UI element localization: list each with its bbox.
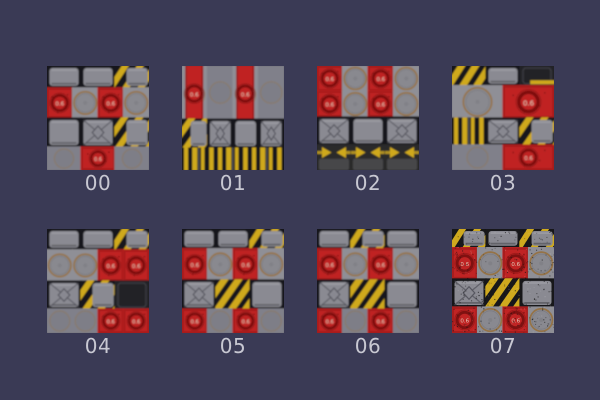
tile-figure-07: 0.6 0.6 0.6 0.6 07 — [452, 229, 554, 358]
tile-label: 02 — [354, 171, 382, 195]
tile-image-04: 0.6 0.6 0.6 0.6 — [47, 229, 149, 333]
svg-text:0.6: 0.6 — [132, 320, 140, 326]
svg-text:0.6: 0.6 — [376, 263, 385, 269]
tile-label: 04 — [84, 334, 112, 358]
svg-text:0.6: 0.6 — [511, 319, 520, 325]
svg-text:0.6: 0.6 — [524, 156, 533, 162]
tile-image-01: 0.6 0.6 — [182, 66, 284, 170]
svg-text:0.6: 0.6 — [511, 262, 520, 268]
tile-label: 01 — [219, 171, 247, 195]
svg-text:0.6: 0.6 — [326, 320, 334, 326]
svg-text:0.6: 0.6 — [107, 320, 115, 326]
svg-text:0.6: 0.6 — [55, 102, 64, 108]
svg-text:0.6: 0.6 — [460, 262, 469, 268]
tile-label: 00 — [84, 171, 112, 195]
tile-label: 03 — [489, 171, 517, 195]
tile-image-06: 0.6 0.6 0.6 0.6 — [317, 229, 419, 333]
svg-text:0.6: 0.6 — [241, 92, 250, 98]
svg-text:0.6: 0.6 — [460, 319, 469, 325]
svg-text:0.6: 0.6 — [191, 320, 199, 326]
tile-image-00: 0.6 0.6 0.6 — [47, 66, 149, 170]
svg-text:0.6: 0.6 — [377, 320, 385, 326]
svg-text:0.6: 0.6 — [132, 264, 141, 270]
svg-text:0.6: 0.6 — [376, 103, 385, 109]
tile-label: 05 — [219, 334, 247, 358]
tile-figure-05: 0.6 0.6 0.6 0.6 05 — [182, 229, 284, 358]
tile-figure-06: 0.6 0.6 0.6 0.6 06 — [317, 229, 419, 358]
tile-label: 07 — [489, 334, 517, 358]
svg-text:0.6: 0.6 — [106, 264, 115, 270]
tile-image-07: 0.6 0.6 0.6 0.6 — [452, 229, 554, 333]
svg-text:0.6: 0.6 — [523, 99, 534, 107]
svg-text:0.6: 0.6 — [376, 77, 385, 83]
svg-text:0.6: 0.6 — [94, 157, 102, 163]
svg-text:0.6: 0.6 — [325, 263, 334, 269]
svg-text:0.6: 0.6 — [325, 77, 334, 83]
tile-figure-02: 0.6 0.6 0.6 0.6 02 — [317, 66, 419, 195]
tile-figure-03: 0.6 0.6 03 — [452, 66, 554, 195]
svg-text:0.6: 0.6 — [325, 103, 334, 109]
tile-image-02: 0.6 0.6 0.6 0.6 — [317, 66, 419, 170]
svg-text:0.6: 0.6 — [190, 92, 199, 98]
svg-text:0.6: 0.6 — [242, 320, 250, 326]
svg-text:0.6: 0.6 — [241, 263, 250, 269]
tile-figure-00: 0.6 0.6 0.6 00 — [47, 66, 149, 195]
svg-text:0.6: 0.6 — [106, 102, 115, 108]
tile-figure-01: 0.6 0.6 01 — [182, 66, 284, 195]
tile-image-05: 0.6 0.6 0.6 0.6 — [182, 229, 284, 333]
tile-figure-04: 0.6 0.6 0.6 0.6 04 — [47, 229, 149, 358]
tile-label: 06 — [354, 334, 382, 358]
tile-image-03: 0.6 0.6 — [452, 66, 554, 170]
svg-text:0.6: 0.6 — [190, 263, 199, 269]
